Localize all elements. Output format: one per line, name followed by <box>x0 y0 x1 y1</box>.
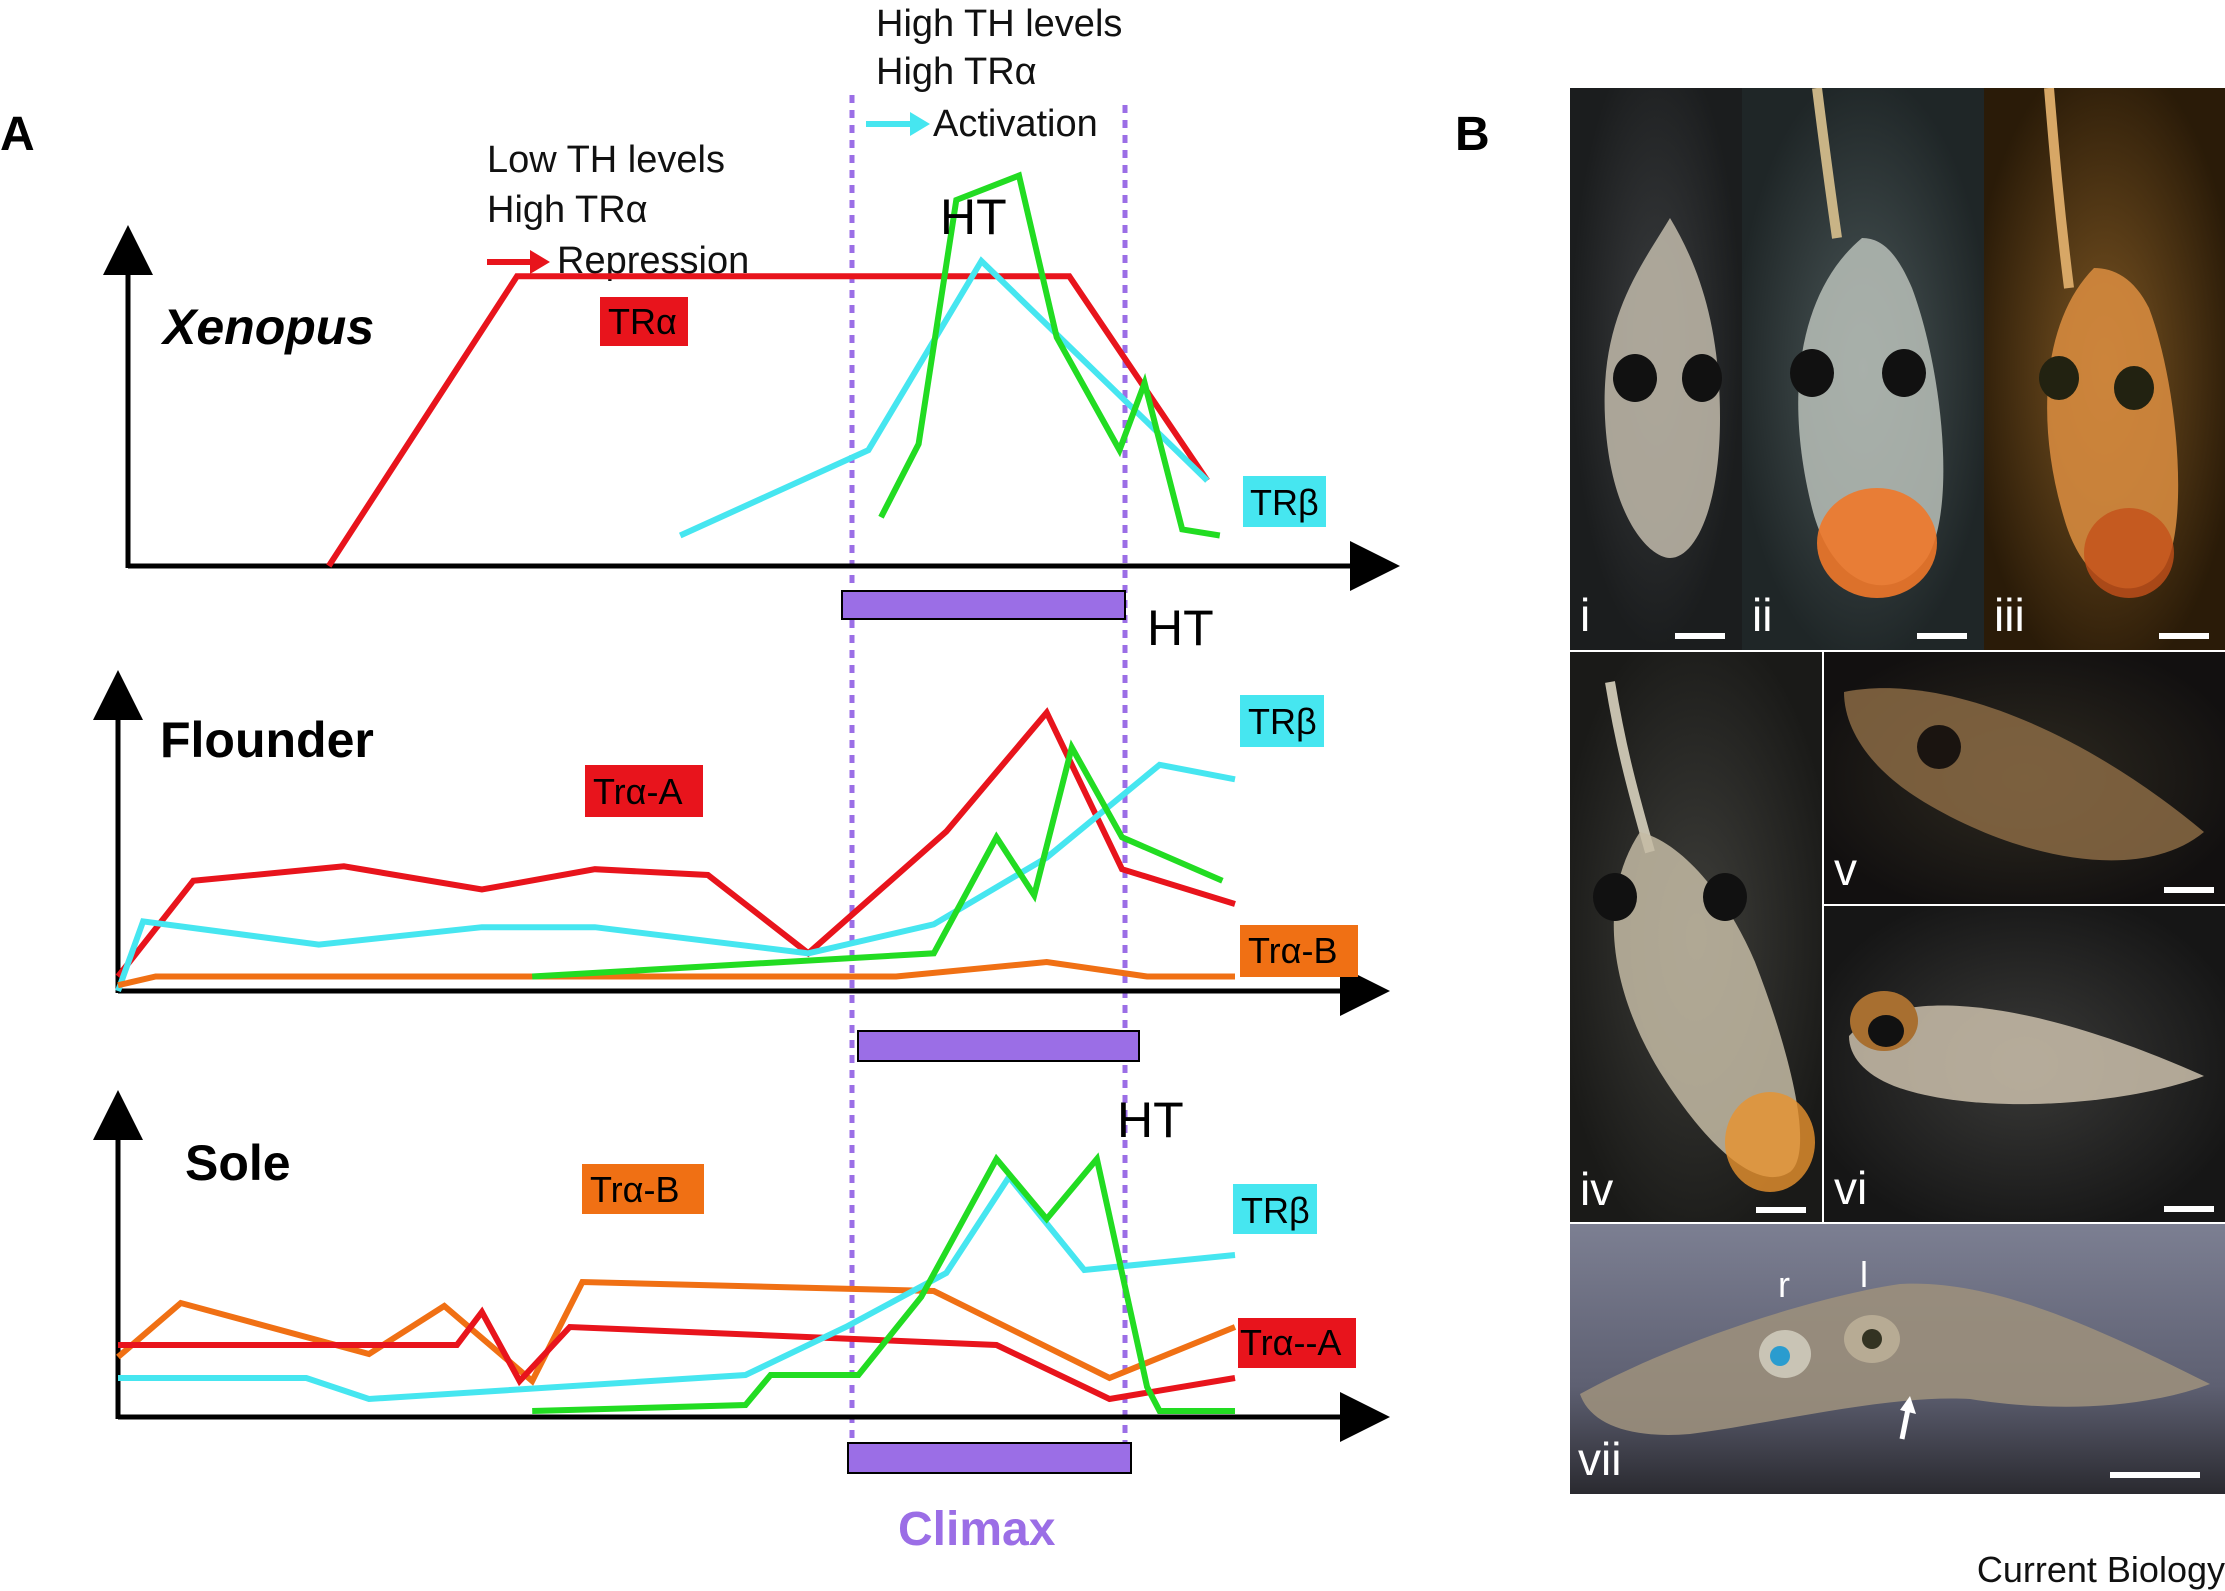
photo-v-fish-icon <box>1844 688 2204 861</box>
scale-bar-iv <box>1756 1207 1806 1213</box>
activation-annotation: High TH levels High TRα Activation <box>866 3 1122 145</box>
photo-i-fish-icon <box>1604 218 1722 558</box>
series-line-flounder-tr- <box>115 761 1236 993</box>
tag-flounder-trb-bg <box>1240 695 1324 747</box>
species-flounder: Flounder <box>160 712 374 768</box>
photo-label-v: v <box>1834 843 1857 895</box>
series-layer <box>115 171 1237 1414</box>
tags-flounder: Trα-A TRβ Trα-B HT <box>585 600 1358 977</box>
axes-xenopus <box>103 225 1400 591</box>
series-line-sole-tr-a <box>118 1306 1236 1403</box>
scale-bar-v <box>2164 887 2214 893</box>
climax-bar-xenopus <box>841 590 1126 620</box>
tag-xenopus-tra: TRα <box>608 301 677 342</box>
photo-iv: iv <box>1570 652 1822 1222</box>
series-line-sole-tr- <box>118 1171 1236 1403</box>
climax-bar-flounder <box>857 1030 1140 1062</box>
scale-bar-iii <box>2159 633 2209 639</box>
panel-label-a: A <box>0 108 35 161</box>
tag-sole-tra-bg <box>1238 1318 1356 1368</box>
photo-label-i: i <box>1580 589 1591 641</box>
activation-arrow-head <box>910 112 930 136</box>
climax-bar-sole <box>847 1442 1132 1474</box>
scale-bar-ii <box>1917 633 1967 639</box>
photo-vii-fish-icon <box>1580 1283 2210 1440</box>
tag-sole-tra-b: Trα-B <box>590 1169 679 1210</box>
photo-label-vi: vi <box>1834 1162 1868 1214</box>
photo-label-iv: iv <box>1580 1163 1614 1215</box>
tag-xenopus-trb-bg <box>1243 476 1326 527</box>
tag-sole-trb-bg <box>1233 1184 1317 1234</box>
credit-text: Current Biology <box>1977 1549 2225 1590</box>
repression-line-1: Low TH levels <box>487 139 725 181</box>
tag-sole-trb: TRβ <box>1241 1190 1310 1231</box>
photo-label-vii: vii <box>1578 1433 1622 1485</box>
photo-ii-fish-icon <box>1790 88 1944 598</box>
axes-flounder <box>93 670 1390 1016</box>
tag-sole-tra-b-bg <box>582 1164 704 1214</box>
series-line-sole-ht <box>532 1152 1235 1414</box>
tag-flounder-tra-b-bg <box>1240 925 1358 977</box>
photo-iii: iii <box>1984 88 2225 650</box>
series-line-flounder-tr-b <box>117 958 1235 989</box>
tag-flounder-tra-bg <box>585 765 703 817</box>
activation-line-3: Activation <box>933 103 1098 145</box>
repression-line-2: High TRα <box>487 189 648 231</box>
tag-sole-ht: HT <box>1117 1092 1184 1148</box>
activation-line-1: High TH levels <box>876 3 1122 45</box>
scale-bar-vi <box>2164 1206 2214 1212</box>
tag-xenopus-tra-bg <box>600 297 688 346</box>
tag-xenopus-trb: TRβ <box>1250 482 1319 523</box>
photo-vi: vi <box>1824 906 2225 1222</box>
tag-flounder-tra: Trα-A <box>593 771 682 812</box>
series-line-flounder-tr-a <box>115 707 1236 979</box>
series-line-flounder-ht <box>532 739 1224 980</box>
climax-label: Climax <box>898 1503 1056 1556</box>
photo-vi-fish-icon <box>1849 991 2204 1105</box>
tags-xenopus: TRα TRβ HT <box>600 189 1326 527</box>
species-sole: Sole <box>185 1135 291 1191</box>
scale-bar-i <box>1675 633 1725 639</box>
panel-label-b: B <box>1455 108 1490 161</box>
tag-flounder-ht: HT <box>1147 600 1214 656</box>
photo-i: i <box>1570 88 1742 650</box>
tag-flounder-trb: TRβ <box>1248 701 1317 742</box>
photo-ii: ii <box>1742 88 1984 650</box>
series-line-sole-tr-b <box>116 1278 1237 1386</box>
activation-line-2: High TRα <box>876 51 1037 93</box>
photo-vii: r l vii <box>1570 1224 2225 1494</box>
series-line-xenopus-ht <box>878 171 1221 539</box>
photo-v: v <box>1824 652 2225 904</box>
axes-sole <box>93 1090 1390 1442</box>
tag-flounder-tra-b: Trα-B <box>1248 930 1337 971</box>
repression-annotation: Low TH levels High TRα Repression <box>487 139 749 282</box>
photo-label-iii: iii <box>1994 589 2025 641</box>
series-line-xenopus-tr- <box>326 273 1210 568</box>
photo-iii-fish-icon <box>2039 88 2179 598</box>
tag-xenopus-ht: HT <box>940 189 1007 245</box>
scale-bar-vii <box>2110 1472 2200 1478</box>
photo-label-ii: ii <box>1752 589 1773 641</box>
repression-arrow-head <box>530 250 550 274</box>
tags-sole: Trα-B TRβ Trα--A HT <box>582 1092 1356 1368</box>
photo-iv-fish-icon <box>1593 681 1815 1192</box>
series-line-xenopus-tr- <box>678 256 1210 539</box>
species-xenopus: Xenopus <box>160 299 374 355</box>
photo-label-r: r <box>1778 1264 1790 1305</box>
photo-label-l: l <box>1860 1254 1868 1295</box>
tag-sole-tra: Trα--A <box>1240 1322 1341 1363</box>
